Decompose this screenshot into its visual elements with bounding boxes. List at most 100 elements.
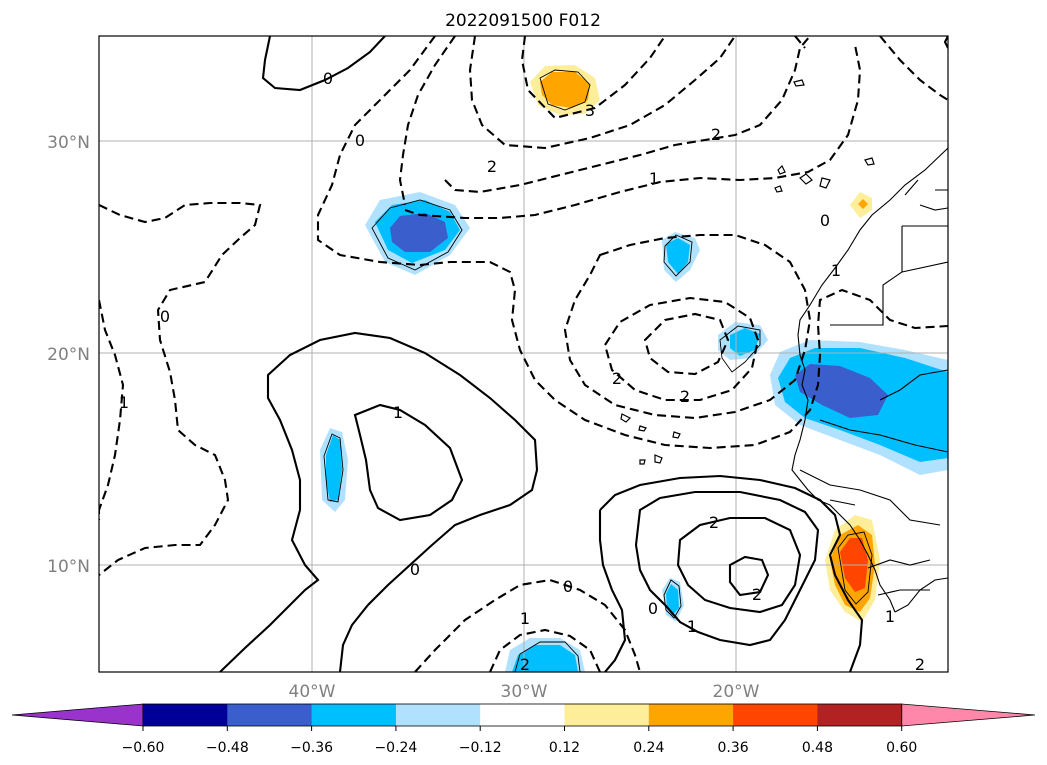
colorbar-tick-label: 0.12 [549,740,580,756]
lon-label: 20°W [713,682,760,702]
map-frame [98,35,949,673]
colorbar-extend-max [901,703,1036,727]
contour-label: 2 [915,655,925,674]
coastlines [791,147,948,613]
island-markers [620,79,875,465]
contour-line [489,628,601,672]
contour-line [676,516,802,614]
contour-line [316,36,948,450]
map-area: 0 0 0 0 0 1 2 3 2 1 1 2 2 2 1 0 0 1 2 2 … [99,36,948,674]
colorbar-outline [142,703,903,727]
anomaly-outlines [323,69,873,672]
map-title: 2022091500 F012 [445,11,601,31]
colorbar-swatch [143,704,228,726]
contour-line [634,490,820,647]
contour-line [728,555,770,597]
contour-line [398,36,456,206]
lon-label: 30°W [501,682,548,702]
contour-line [598,510,627,672]
latitude-labels: 30°N 20°N 10°N [47,133,90,577]
longitude-labels: 40°W 30°W 20°W [289,682,760,702]
contour-label: 2 [612,369,622,388]
colorbar-swatch [395,704,481,726]
contour-label: 1 [831,261,841,280]
contour-line [219,331,539,672]
colorbar-tick-label: 0.60 [886,740,917,756]
colorbar-tick-label: 0.24 [633,740,664,756]
contour-line [444,36,811,194]
contour-line [99,201,262,576]
contour-label: 2 [680,387,690,406]
colorbar-swatch [817,704,903,726]
colorbar-swatch [648,704,734,726]
contour-label: 2 [711,125,721,144]
contour-line [353,403,464,522]
colorbar-swatches [11,703,1036,727]
contour-line [599,474,864,672]
lon-label: 40°W [289,682,336,702]
contour-label: 1 [649,169,659,188]
negative-anomaly-blob [512,645,578,672]
colorbar-swatch [733,704,818,726]
colorbar-tick-label: −0.48 [206,740,249,756]
colorbar-swatch [311,704,397,726]
lat-label: 20°N [47,345,90,365]
contour-line [879,36,948,101]
contour-label: 3 [585,101,595,120]
contour-label: 0 [160,307,170,326]
negative-anomaly-blob [795,364,888,418]
contour-line [520,36,666,120]
colorbar-tick-label: −0.24 [374,740,417,756]
colorbar-tick-label: −0.12 [459,740,502,756]
contour-label: 2 [520,655,530,674]
contour-line [414,578,642,672]
lat-label: 30°N [47,133,90,153]
negative-anomaly-blob [730,328,760,356]
colorbar-ticks: −0.60 −0.48 −0.36 −0.24 −0.12 0.12 0.24 0.36 0.4… [122,726,917,756]
contour-label: 0 [820,211,830,230]
dashed-contours [99,36,948,672]
colorbar-swatch [227,704,313,726]
negative-anomaly-blob [666,584,679,616]
positive-anomaly-blob [858,199,868,209]
solid-contours [219,36,948,672]
contour-line [943,36,948,49]
contour-label: 2 [752,585,762,604]
colorbar: −0.60 −0.48 −0.36 −0.24 −0.12 0.12 0.24 0.36 0.4… [11,703,1036,756]
contour-line [468,36,736,150]
negative-anomaly-blob [326,435,342,502]
contour-label: 0 [648,599,658,618]
contour-label: 0 [355,131,365,150]
negative-anomaly-blob [390,213,448,252]
contour-line [99,299,125,511]
contour-label: 0 [410,560,420,579]
gridlines [99,36,948,672]
contour-line [563,233,812,420]
contour-line [404,44,862,220]
colorbar-tick-label: 0.36 [718,740,749,756]
contour-label: 2 [709,513,719,532]
colorbar-swatch [564,704,650,726]
contour-labels: 0 0 0 0 0 1 2 3 2 1 1 2 2 2 1 0 0 1 2 2 … [119,69,925,674]
colorbar-tick-label: −0.60 [122,740,165,756]
colorbar-swatch [480,704,565,726]
contour-label: 1 [119,393,129,412]
colorbar-extend-min [11,703,144,727]
contour-label: 1 [520,609,530,628]
contour-line [643,312,730,376]
lat-label: 10°N [47,557,90,577]
contour-label: 0 [323,69,333,88]
contour-label: 2 [487,157,497,176]
contour-line [261,36,386,92]
contour-label: 1 [687,617,697,636]
contour-line [794,36,806,49]
negative-anomaly-blob [666,238,690,274]
colorbar-tick-label: −0.36 [290,740,333,756]
contour-line [603,296,760,402]
contour-label: 1 [885,607,895,626]
positive-anomaly-blob [540,72,590,108]
contour-label: 0 [563,577,573,596]
colorbar-tick-label: 0.48 [802,740,833,756]
contour-label: 1 [393,403,403,422]
